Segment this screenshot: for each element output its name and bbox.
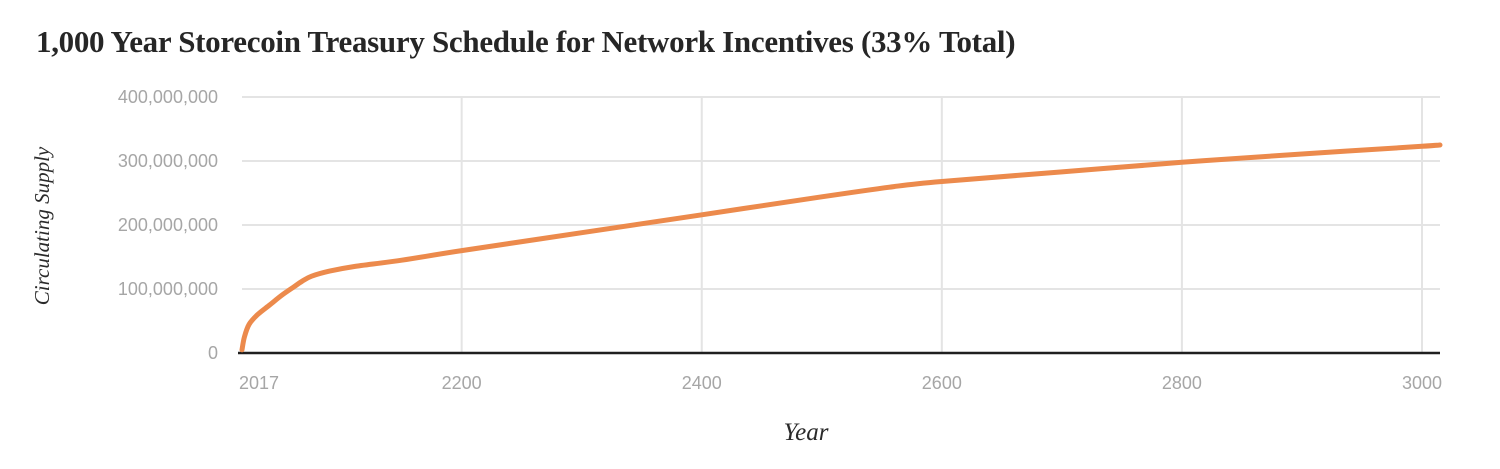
grid-layer [242, 96, 1440, 353]
series-line [239, 142, 1443, 353]
y-tick-label: 300,000,000 [118, 151, 218, 171]
y-tick-label: 100,000,000 [118, 279, 218, 299]
x-tick-label: 2017 [239, 373, 279, 393]
y-tick-label: 400,000,000 [118, 87, 218, 107]
chart-title: 1,000 Year Storecoin Treasury Schedule f… [36, 24, 1016, 59]
label-layer: 0 100,000,000 200,000,000 300,000,000 400,00… [118, 87, 1442, 393]
x-tick-label: 2600 [922, 373, 962, 393]
series-layer [239, 142, 1443, 353]
x-tick-label: 2800 [1162, 373, 1202, 393]
y-tick-label: 200,000,000 [118, 215, 218, 235]
x-tick-label: 2200 [442, 373, 482, 393]
y-tick-label: 0 [208, 343, 218, 363]
x-axis-title: Year [784, 419, 829, 446]
x-tick-label: 3000 [1402, 373, 1442, 393]
x-tick-label: 2400 [682, 373, 722, 393]
y-axis-title: Circulating Supply [30, 146, 54, 305]
